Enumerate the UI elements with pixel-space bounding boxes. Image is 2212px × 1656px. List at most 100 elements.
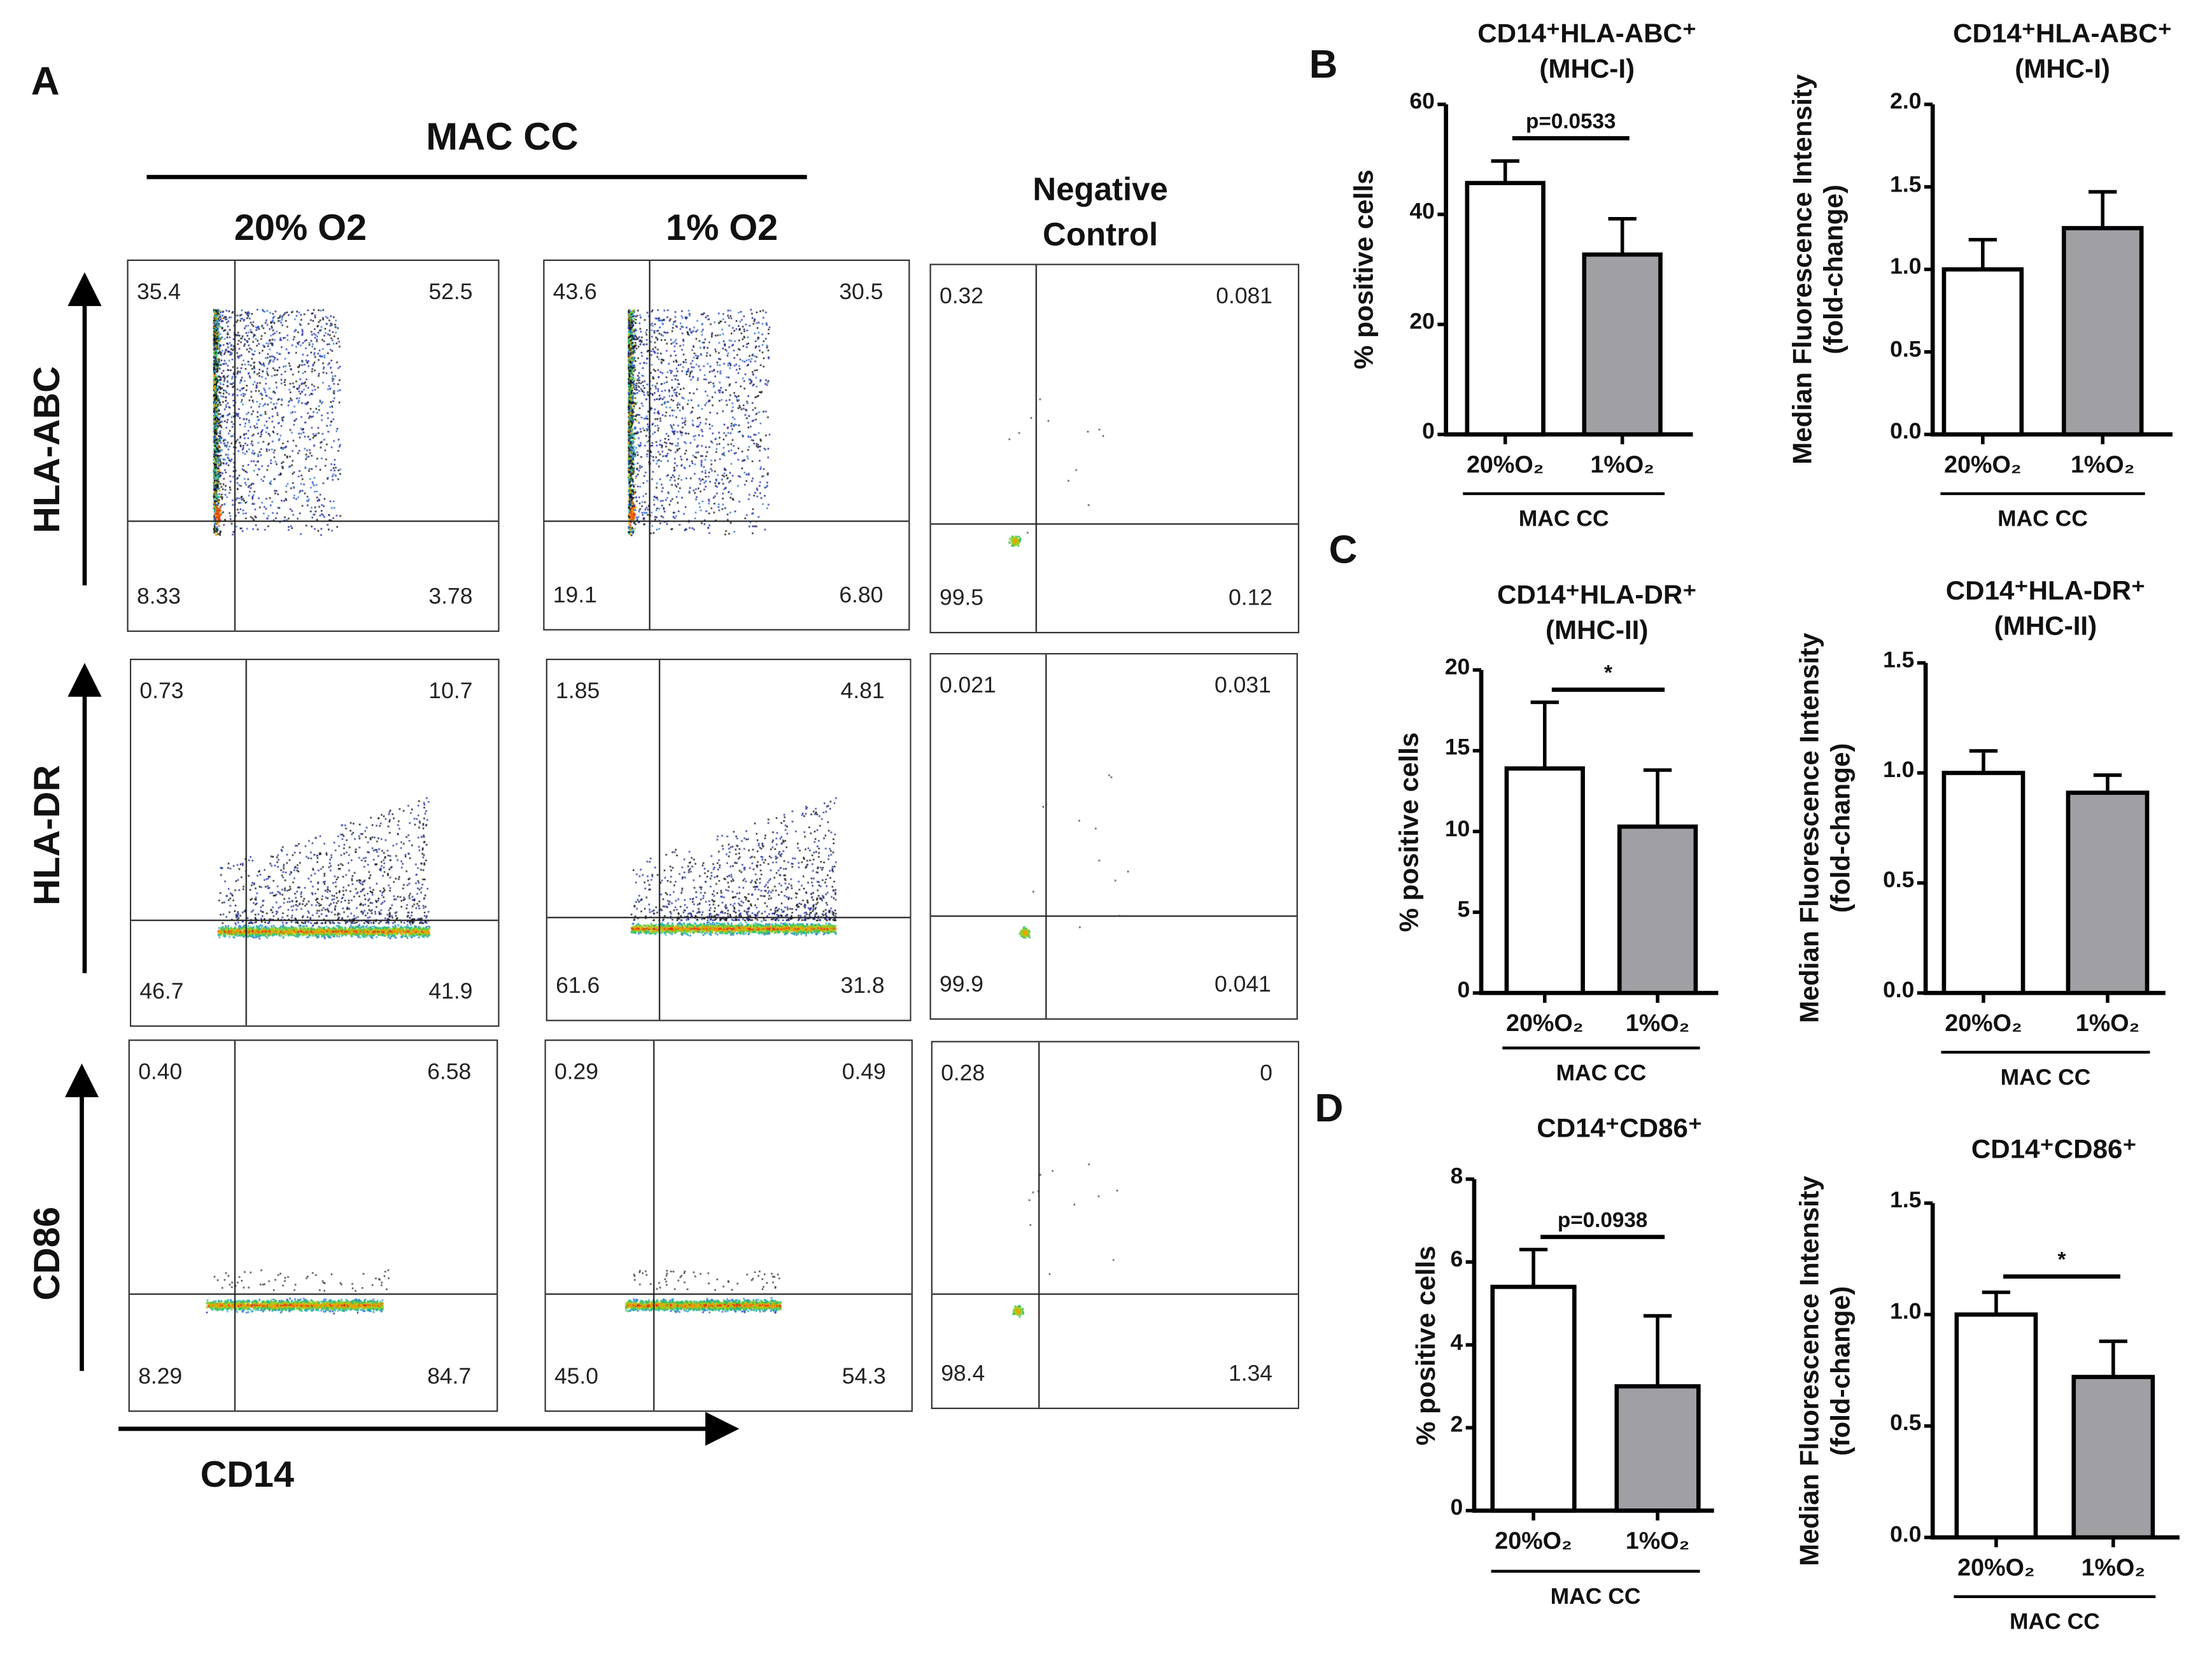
x-category-label: 1%O₂ <box>1590 451 1654 479</box>
quadrant-value-ul: 35.4 <box>136 281 181 305</box>
flow-plot-cd86-20: 0.40 6.58 8.29 84.7 <box>128 1039 498 1412</box>
quadrant-value-ll: 8.29 <box>138 1365 183 1389</box>
chart-title-line: CD14⁺HLA-ABC⁺ <box>1953 20 2173 50</box>
quadrant-value-ll: 98.4 <box>941 1362 985 1387</box>
y-tick-label: 2.0 <box>1890 90 1922 115</box>
quadrant-value-ur: 0.081 <box>1216 284 1273 309</box>
flow-plot-hla-dr-negative: 0.021 0.031 99.9 0.041 <box>929 653 1298 1020</box>
y-tick-label: 40 <box>1409 200 1435 225</box>
flow-plot-cd86-negative: 0.28 0 98.4 1.34 <box>931 1041 1300 1409</box>
x-category-label: 1%O₂ <box>1625 1009 1690 1037</box>
chart-title: CD14⁺CD86⁺ <box>1537 1114 1703 1144</box>
quadrant-value-lr: 84.7 <box>427 1365 472 1389</box>
y-tick-label: 0 <box>1422 420 1435 445</box>
y-tick-label: 1.5 <box>1890 172 1922 197</box>
column-header-1: 1% O2 <box>666 206 778 249</box>
quadrant-value-ur: 0.49 <box>842 1060 886 1085</box>
bar-1pct-o2 <box>2061 226 2144 437</box>
quadrant-value-ur: 4.81 <box>840 680 885 704</box>
y-tick-label: 20 <box>1409 310 1435 335</box>
panel-label-d: D <box>1314 1086 1344 1130</box>
x-category-label: 1%O₂ <box>2070 451 2135 479</box>
panel-label-c: C <box>1328 527 1358 572</box>
chart-title: CD14⁺HLA-ABC⁺ (MHC-I) <box>1953 17 2172 88</box>
bar-20pct-o2 <box>1941 771 2025 995</box>
quadrant-value-ll: 99.5 <box>939 586 984 611</box>
bar-1pct-o2 <box>1617 824 1698 995</box>
quadrant-value-ul: 0.28 <box>941 1062 985 1086</box>
flow-plot-cd86-1: 0.29 0.49 45.0 54.3 <box>544 1039 913 1412</box>
chart-title: CD14⁺HLA-DR⁺ (MHC-II) <box>1497 579 1696 649</box>
panel-label-b: B <box>1309 42 1338 87</box>
quadrant-value-ul: 1.85 <box>556 680 600 704</box>
flow-dots <box>932 1042 1298 1408</box>
quadrant-value-ur: 0.031 <box>1215 674 1271 699</box>
x-category-label: 20%O₂ <box>1945 1009 2022 1037</box>
chart-title: CD14⁺HLA-DR⁺ (MHC-II) <box>1946 574 2145 645</box>
y-tick-label: 0.0 <box>1890 1523 1922 1548</box>
y-tick-label: 1.5 <box>1890 1189 1922 1213</box>
quadrant-value-ul: 0.29 <box>554 1060 598 1085</box>
x-category-label: 20%O₂ <box>1944 451 2022 479</box>
quadrant-value-lr: 54.3 <box>842 1365 886 1389</box>
bar-20pct-o2 <box>1490 1284 1577 1513</box>
y-tick-label: 0.0 <box>1883 979 1915 1003</box>
chart-subtitle: (MHC-II) <box>1546 616 1649 647</box>
y-tick-label: 5 <box>1457 898 1470 922</box>
quadrant-value-lr: 1.34 <box>1228 1362 1273 1387</box>
quadrant-value-lr: 0.041 <box>1215 973 1271 997</box>
bar-1pct-o2 <box>1614 1384 1701 1513</box>
y-tick-label: 1.0 <box>1890 1300 1922 1325</box>
chart-title-line: CD14⁺HLA-DR⁺ <box>1945 577 2146 607</box>
quadrant-value-ul: 0.32 <box>939 284 984 309</box>
quadrant-value-lr: 41.9 <box>428 980 473 1004</box>
flow-dots <box>128 260 498 631</box>
y-tick-label: 0.5 <box>1883 869 1915 893</box>
quadrant-value-ur: 6.58 <box>427 1060 472 1085</box>
flow-dots <box>544 260 909 629</box>
quadrant-value-ul: 0.40 <box>138 1060 183 1085</box>
negative-line-2: Control <box>1043 216 1159 253</box>
chart-title-line: CD14⁺HLA-ABC⁺ <box>1477 20 1697 50</box>
y-tick-label: 4 <box>1450 1330 1463 1355</box>
y-axis-label-line: (fold-change) <box>1826 1285 1857 1456</box>
panel-label-a: A <box>31 59 60 103</box>
y-tick-label: 1.5 <box>1883 649 1915 673</box>
x-category-label: 20%O₂ <box>1466 451 1544 479</box>
column-header-20: 20% O2 <box>234 206 367 249</box>
flow-plot-hla-dr-20: 0.73 10.7 46.7 41.9 <box>129 658 500 1027</box>
x-axis-group-label: MAC CC <box>1997 507 2088 532</box>
y-tick-label: 0 <box>1450 1496 1463 1521</box>
quadrant-value-ll: 46.7 <box>139 980 184 1004</box>
x-axis-group-label: MAC CC <box>1556 1062 1647 1086</box>
quadrant-value-ll: 99.9 <box>939 973 984 997</box>
quadrant-value-ll: 45.0 <box>554 1365 598 1389</box>
quadrant-value-lr: 6.80 <box>839 584 884 608</box>
bar-1pct-o2 <box>1582 252 1663 437</box>
group-header: MAC CC <box>426 115 579 158</box>
x-category-label: 1%O₂ <box>2081 1554 2146 1582</box>
y-tick-label: 10 <box>1444 817 1470 841</box>
chart-subtitle: (MHC-II) <box>1994 612 2097 642</box>
significance-label: p=0.0938 <box>1557 1209 1648 1233</box>
x-axis-group-label: MAC CC <box>1550 1585 1641 1610</box>
y-tick-label: 6 <box>1450 1247 1463 1272</box>
y-tick-label: 8 <box>1450 1165 1463 1189</box>
group-header-line <box>146 174 807 179</box>
flow-dots <box>931 265 1298 632</box>
quadrant-value-ul: 0.021 <box>939 674 996 699</box>
x-category-label: 20%O₂ <box>1495 1527 1572 1555</box>
flow-plot-hla-abc-1: 43.6 30.5 19.1 6.80 <box>543 259 910 631</box>
bar-1pct-o2 <box>2066 790 2150 995</box>
quadrant-value-ll: 61.6 <box>556 974 600 999</box>
y-tick-label: 0.5 <box>1890 1412 1922 1436</box>
bar-20pct-o2 <box>1504 766 1585 995</box>
significance-label: * <box>1603 661 1612 686</box>
